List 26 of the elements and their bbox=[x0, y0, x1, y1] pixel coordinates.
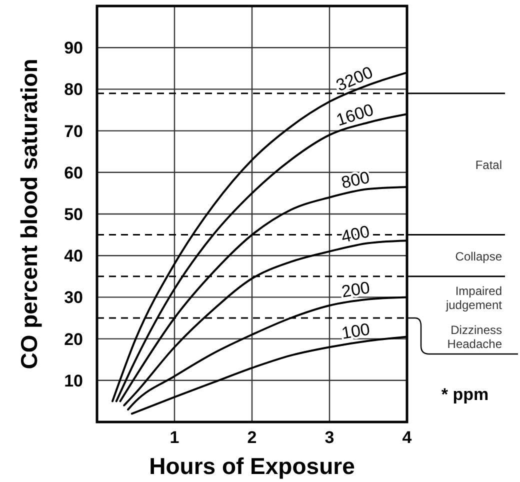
text: 1600 bbox=[334, 100, 376, 130]
x-tick-label: 4 bbox=[402, 428, 412, 447]
text: * ppm bbox=[441, 385, 489, 404]
y-tick-label: 40 bbox=[64, 246, 83, 266]
x-axis-title: Hours of Exposure bbox=[149, 453, 355, 479]
y-tick-label: 60 bbox=[64, 163, 83, 182]
text: Impaired judgement bbox=[444, 284, 503, 312]
y-axis-title: CO percent blood saturation bbox=[16, 58, 42, 370]
y-tick-label: 20 bbox=[64, 330, 83, 349]
text: 800 bbox=[340, 168, 372, 192]
y-tick-label: 10 bbox=[64, 371, 83, 390]
x-tick-label: 1 bbox=[170, 428, 180, 447]
text: Dizziness Headache bbox=[447, 323, 502, 351]
text: 200 bbox=[340, 278, 372, 302]
y-tick-label: 50 bbox=[64, 205, 83, 224]
text: 3200 bbox=[333, 62, 376, 96]
x-tick-label: 2 bbox=[247, 428, 257, 447]
text: Collapse bbox=[455, 250, 502, 264]
text: 100 bbox=[340, 320, 372, 343]
text: 400 bbox=[340, 222, 372, 247]
x-tick-label: 3 bbox=[324, 428, 334, 447]
y-tick-label: 70 bbox=[64, 122, 83, 141]
y-tick-label: 90 bbox=[64, 38, 83, 58]
text: Fatal bbox=[475, 158, 502, 172]
y-tick-label: 80 bbox=[64, 80, 83, 100]
y-tick-label: 30 bbox=[64, 288, 83, 308]
